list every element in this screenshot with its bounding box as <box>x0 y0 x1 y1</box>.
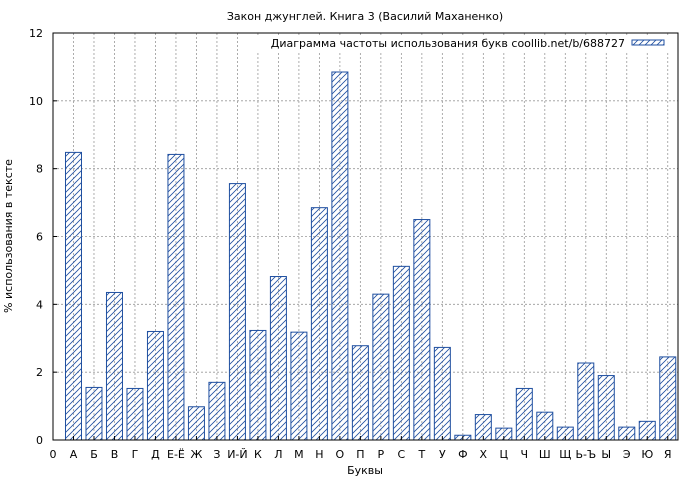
x-tick-label: Б <box>90 448 98 461</box>
x-tick-label: Ц <box>500 448 509 461</box>
bar <box>105 291 123 441</box>
chart-title: Закон джунглей. Книга 3 (Василий Маханен… <box>227 10 503 23</box>
x-tick-label: Ш <box>539 448 551 461</box>
legend-background <box>240 35 675 51</box>
x-tick-label: И-Й <box>227 448 247 461</box>
bar <box>310 207 328 441</box>
x-tick-label: В <box>111 448 119 461</box>
bar <box>290 331 308 441</box>
y-tick-label: 2 <box>36 366 43 379</box>
x-axis-ticks: 0 А Б В Г Д Е-Ё Ж З И-Й К Л М Н О П Р С Т У Ф Х Ц Ч Ш Щ Ь-Ъ Ы Э Ю Я <box>50 436 672 461</box>
x-origin-label: 0 <box>50 448 57 461</box>
bar <box>659 356 677 441</box>
bar <box>577 362 595 441</box>
bar <box>64 151 82 441</box>
x-tick-label: Н <box>315 448 323 461</box>
x-tick-label: Е-Ё <box>167 448 185 461</box>
x-tick-label: Т <box>417 448 425 461</box>
bar <box>351 345 369 441</box>
x-tick-label: Ю <box>641 448 653 461</box>
x-tick-label: Ж <box>191 448 203 461</box>
x-tick-label: У <box>439 448 446 461</box>
bar <box>433 346 451 441</box>
bar <box>372 293 390 441</box>
bar <box>515 387 533 441</box>
y-tick-label: 0 <box>36 434 43 447</box>
bar <box>392 265 410 441</box>
bar <box>126 387 144 441</box>
x-tick-label: О <box>336 448 345 461</box>
x-tick-label: П <box>356 448 364 461</box>
bar <box>228 183 246 441</box>
x-tick-label: А <box>70 448 78 461</box>
x-tick-label: Х <box>480 448 488 461</box>
bar <box>413 219 431 441</box>
x-tick-label: Я <box>664 448 672 461</box>
x-tick-label: Э <box>623 448 631 461</box>
x-tick-label: Р <box>378 448 385 461</box>
bar <box>269 276 287 441</box>
legend-swatch <box>631 39 665 46</box>
y-tick-label: 8 <box>36 163 43 176</box>
y-tick-label: 6 <box>36 231 43 244</box>
x-tick-label: Г <box>132 448 139 461</box>
y-axis-ticks: 0 2 4 6 8 10 12 <box>29 27 57 447</box>
bar <box>146 330 164 441</box>
legend: Диаграмма частоты использования букв coo… <box>240 35 675 51</box>
bar <box>249 329 267 441</box>
x-tick-label: Д <box>151 448 160 461</box>
x-tick-label: Ч <box>521 448 529 461</box>
x-tick-label: Ф <box>458 448 467 461</box>
grid-lines <box>53 33 678 440</box>
bar <box>208 381 226 441</box>
bar <box>331 71 349 441</box>
bar <box>536 411 554 441</box>
bar <box>597 375 615 441</box>
x-tick-label: З <box>213 448 220 461</box>
bar <box>167 153 185 441</box>
bar <box>187 406 205 441</box>
legend-label: Диаграмма частоты использования букв coo… <box>271 37 625 50</box>
y-tick-label: 12 <box>29 27 43 40</box>
x-tick-label: С <box>398 448 406 461</box>
y-tick-label: 10 <box>29 95 43 108</box>
x-tick-label: Щ <box>559 448 571 461</box>
x-tick-label: М <box>294 448 304 461</box>
y-tick-label: 4 <box>36 298 43 311</box>
x-tick-label: Ы <box>601 448 611 461</box>
x-axis-label: Буквы <box>347 464 383 477</box>
y-axis-label: % использования в тексте <box>2 159 15 313</box>
bar <box>85 386 103 441</box>
x-tick-label: Л <box>274 448 282 461</box>
x-tick-label: К <box>254 448 262 461</box>
x-tick-label: Ь-Ъ <box>575 448 596 461</box>
